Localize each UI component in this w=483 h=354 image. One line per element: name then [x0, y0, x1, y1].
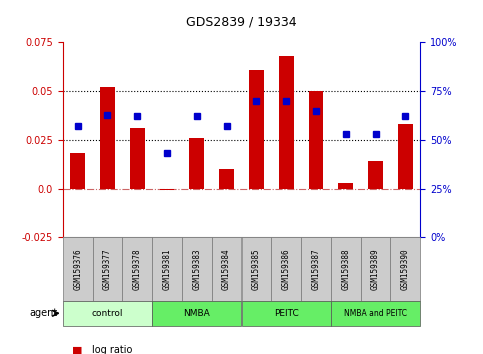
Text: control: control	[92, 309, 123, 318]
Bar	[70, 154, 85, 189]
Text: NMBA and PEITC: NMBA and PEITC	[344, 309, 407, 318]
Bar	[398, 124, 413, 189]
Bar	[159, 189, 174, 190]
Bar	[331, 301, 420, 326]
Bar	[189, 138, 204, 189]
Bar	[130, 128, 145, 189]
Bar	[361, 237, 390, 301]
Bar	[212, 237, 242, 301]
Bar	[63, 237, 93, 301]
Bar	[152, 301, 242, 326]
Bar	[301, 237, 331, 301]
Text: log ratio: log ratio	[92, 346, 132, 354]
Text: GSM159389: GSM159389	[371, 248, 380, 290]
Text: GSM159383: GSM159383	[192, 248, 201, 290]
Text: GSM159384: GSM159384	[222, 248, 231, 290]
Bar	[93, 237, 122, 301]
Bar	[368, 161, 383, 189]
Text: GDS2839 / 19334: GDS2839 / 19334	[186, 15, 297, 28]
Text: GSM159376: GSM159376	[73, 248, 82, 290]
Bar	[249, 70, 264, 189]
Text: agent: agent	[30, 308, 58, 318]
Text: GSM159385: GSM159385	[252, 248, 261, 290]
Bar	[309, 91, 324, 189]
Text: GSM159377: GSM159377	[103, 248, 112, 290]
Bar	[100, 87, 115, 189]
Bar	[331, 237, 361, 301]
Bar	[182, 237, 212, 301]
Bar	[122, 237, 152, 301]
Bar	[242, 301, 331, 326]
Text: GSM159387: GSM159387	[312, 248, 320, 290]
Text: GSM159390: GSM159390	[401, 248, 410, 290]
Bar	[390, 237, 420, 301]
Bar	[63, 301, 152, 326]
Text: PEITC: PEITC	[274, 309, 298, 318]
Text: GSM159386: GSM159386	[282, 248, 291, 290]
Bar	[271, 237, 301, 301]
Text: GSM159381: GSM159381	[163, 248, 171, 290]
Text: GSM159378: GSM159378	[133, 248, 142, 290]
Bar	[338, 183, 353, 189]
Text: NMBA: NMBA	[184, 309, 210, 318]
Bar	[219, 169, 234, 189]
Bar	[242, 237, 271, 301]
Bar	[279, 56, 294, 189]
Bar	[152, 237, 182, 301]
Text: ■: ■	[72, 346, 83, 354]
Text: GSM159388: GSM159388	[341, 248, 350, 290]
